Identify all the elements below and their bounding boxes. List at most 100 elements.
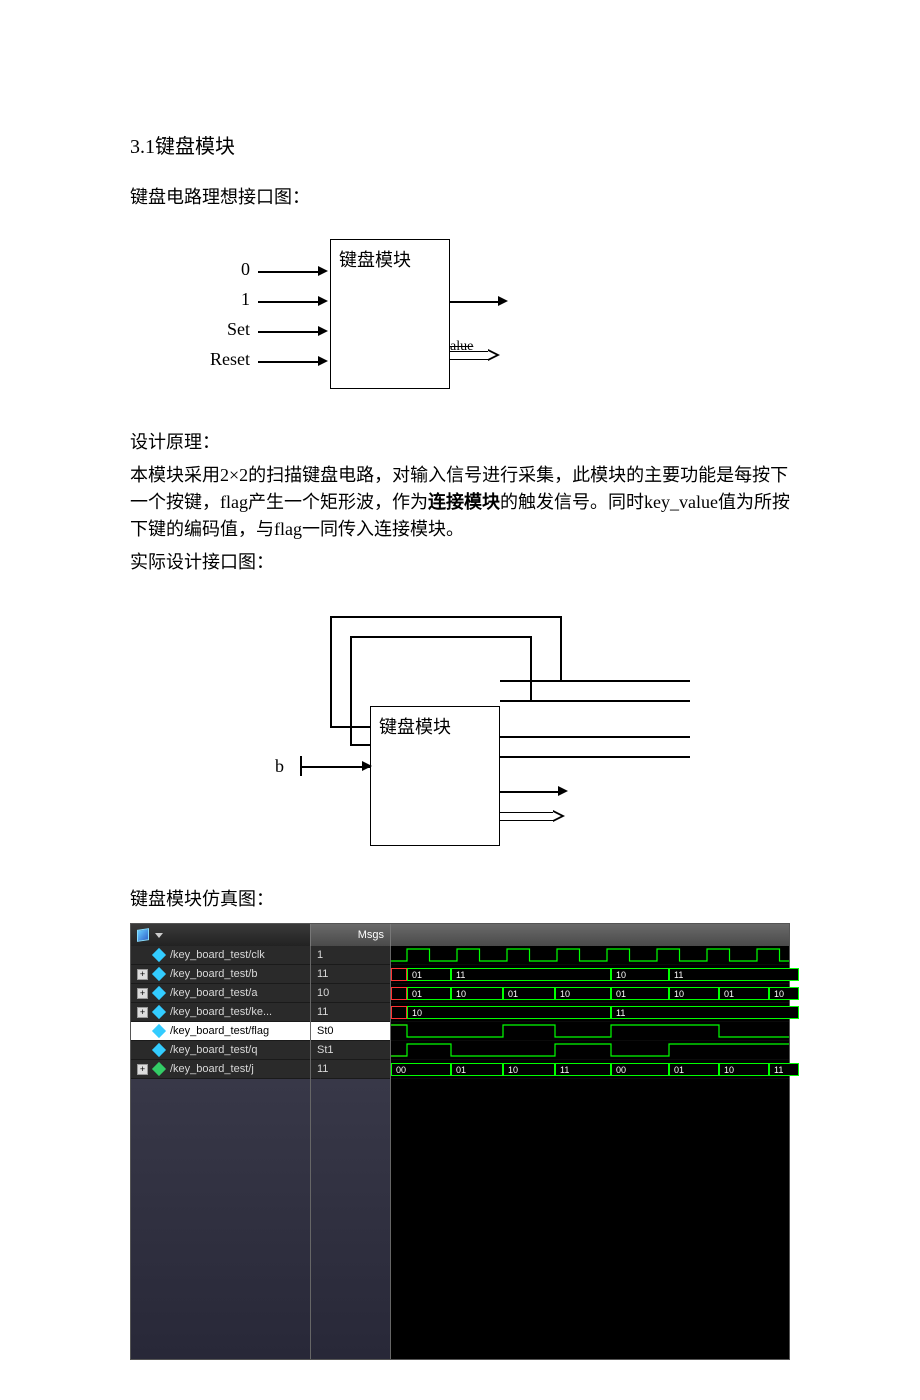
subtitle-actual: 实际设计接口图： [130, 549, 790, 576]
signal-diamond-icon [152, 948, 166, 962]
out-bus-bot [450, 359, 490, 360]
signal-row[interactable]: /key_board_test/flag [131, 1022, 310, 1041]
out-arrow-1 [450, 301, 500, 303]
wave-row [391, 946, 789, 965]
bus-segment: 00 [611, 1063, 669, 1076]
out-arrow-head [558, 786, 568, 796]
signal-name: /key_board_test/q [170, 1044, 257, 1056]
signal-diamond-icon [152, 1005, 166, 1019]
box2-label: 键盘模块 [379, 717, 451, 737]
ideal-interface-diagram: 键盘模块 0 1 Set Reset alue [180, 239, 520, 399]
fb-v-left2 [350, 636, 352, 746]
input-label-reset: Reset [190, 349, 250, 370]
signal-name: /key_board_test/ke... [170, 1006, 272, 1018]
arrow-0 [258, 271, 320, 273]
signal-name-column: /key_board_test/clk + /key_board_test/b + /k… [131, 946, 311, 1359]
input-b-label: b [275, 756, 284, 777]
section-title: 3.1键盘模块 [130, 130, 790, 159]
msgs-header: Msgs [311, 924, 391, 946]
bus-segment: 01 [611, 987, 669, 1000]
signal-diamond-icon [152, 1043, 166, 1057]
waveform-column: 0111101101100110011001101011000110110001… [391, 946, 789, 1359]
bus-segment: 11 [611, 1006, 799, 1019]
principle-bold: 连接模块 [428, 492, 500, 512]
fb-h-top2 [350, 636, 530, 638]
out-bus2-bot [500, 820, 555, 821]
signal-name: /key_board_test/a [170, 987, 257, 999]
signal-name: /key_board_test/flag [170, 1025, 269, 1037]
signal-name: /key_board_test/j [170, 1063, 254, 1075]
arrowhead-set [318, 326, 328, 336]
wave-row: 0001101100011011 [391, 1060, 789, 1079]
principle-body: 本模块采用2×2的扫描键盘电路，对输入信号进行采集，此模块的主要功能是每按下一个… [130, 462, 790, 543]
out-line-3 [500, 736, 690, 738]
signal-value: St0 [311, 1022, 390, 1041]
bus-segment: 10 [719, 1063, 769, 1076]
bus-segment: 01 [407, 987, 451, 1000]
document-page: 3.1键盘模块 键盘电路理想接口图： 键盘模块 0 1 Set Reset al… [0, 0, 920, 1400]
out-line-2 [500, 700, 690, 702]
signal-row[interactable]: + /key_board_test/a [131, 984, 310, 1003]
fb-v-left1 [330, 616, 332, 728]
waveform-header: Msgs [131, 924, 789, 946]
signal-row[interactable]: + /key_board_test/j [131, 1060, 310, 1079]
waveform-corner-menu[interactable] [131, 924, 311, 946]
signal-value: 11 [311, 1060, 390, 1079]
expand-icon[interactable]: + [137, 1064, 148, 1075]
signal-value: 11 [311, 965, 390, 984]
arrow-1 [258, 301, 320, 303]
signal-row[interactable]: /key_board_test/q [131, 1041, 310, 1060]
signal-row[interactable]: + /key_board_test/b [131, 965, 310, 984]
out-label-partial: alue [450, 339, 473, 355]
signal-value: 11 [311, 1003, 390, 1022]
bus-segment: 11 [555, 1063, 611, 1076]
bus-segment: 01 [669, 1063, 719, 1076]
bus-segment: 10 [503, 1063, 555, 1076]
keyboard-module-box-2: 键盘模块 [370, 706, 500, 846]
signal-row[interactable]: /key_board_test/clk [131, 946, 310, 965]
expand-icon[interactable]: + [137, 969, 148, 980]
expand-icon[interactable]: + [137, 1007, 148, 1018]
bus-segment: 01 [407, 968, 451, 981]
wave-row: 0110011001100110 [391, 984, 789, 1003]
fb-v-right1 [560, 616, 562, 680]
wave-row: 1011 [391, 1003, 789, 1022]
bus-segment: 11 [451, 968, 611, 981]
bus-segment [391, 1006, 407, 1019]
fb-into-box2 [350, 744, 370, 746]
input-label-0: 0 [220, 259, 250, 280]
bus-segment: 11 [769, 1063, 799, 1076]
out-arrowhead-1 [498, 296, 508, 306]
wave-row [391, 1022, 789, 1041]
sim-title: 键盘模块仿真图： [130, 886, 790, 913]
waveform-viewer: Msgs /key_board_test/clk+/key_board_test… [130, 923, 790, 1360]
arrowhead-1 [318, 296, 328, 306]
actual-interface-diagram: 键盘模块 b [220, 596, 700, 856]
subtitle-ideal: 键盘电路理想接口图： [130, 183, 790, 209]
signal-diamond-icon [152, 967, 166, 981]
bus-segment: 01 [451, 1063, 503, 1076]
cube-icon [137, 928, 149, 942]
out-line-4 [500, 756, 690, 758]
bus-segment: 10 [451, 987, 503, 1000]
bus-segment: 00 [391, 1063, 451, 1076]
bus-segment: 01 [719, 987, 769, 1000]
bus-segment: 10 [407, 1006, 611, 1019]
bus-segment [391, 987, 407, 1000]
input-label-1: 1 [220, 289, 250, 310]
signal-value: 10 [311, 984, 390, 1003]
fb-v-right2 [530, 636, 532, 700]
input-b-line [300, 766, 370, 768]
signal-row[interactable]: + /key_board_test/ke... [131, 1003, 310, 1022]
input-label-set: Set [200, 319, 250, 340]
out-bus-arrow [488, 349, 500, 361]
signal-value: 1 [311, 946, 390, 965]
signal-value-column: 1111011St0St111 [311, 946, 391, 1359]
input-b-arrow [362, 761, 372, 771]
signal-name: /key_board_test/b [170, 968, 257, 980]
out-arrow-line [500, 791, 560, 793]
arrow-set [258, 331, 320, 333]
expand-icon[interactable]: + [137, 988, 148, 999]
bus-segment [391, 968, 407, 981]
principle-heading: 设计原理： [130, 429, 790, 456]
